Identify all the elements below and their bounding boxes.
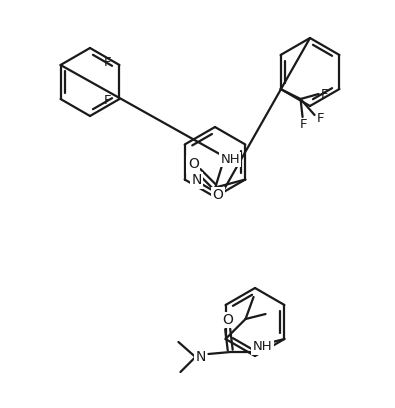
Text: O: O	[213, 188, 224, 202]
Text: F: F	[104, 95, 111, 107]
Text: O: O	[188, 157, 199, 171]
Text: F: F	[321, 87, 328, 100]
Text: NH: NH	[220, 153, 240, 166]
Text: O: O	[222, 313, 233, 327]
Text: N: N	[195, 350, 206, 364]
Text: NH: NH	[253, 341, 272, 353]
Text: F: F	[104, 56, 111, 69]
Text: F: F	[317, 113, 324, 126]
Text: F: F	[300, 118, 307, 131]
Text: N: N	[192, 173, 202, 188]
